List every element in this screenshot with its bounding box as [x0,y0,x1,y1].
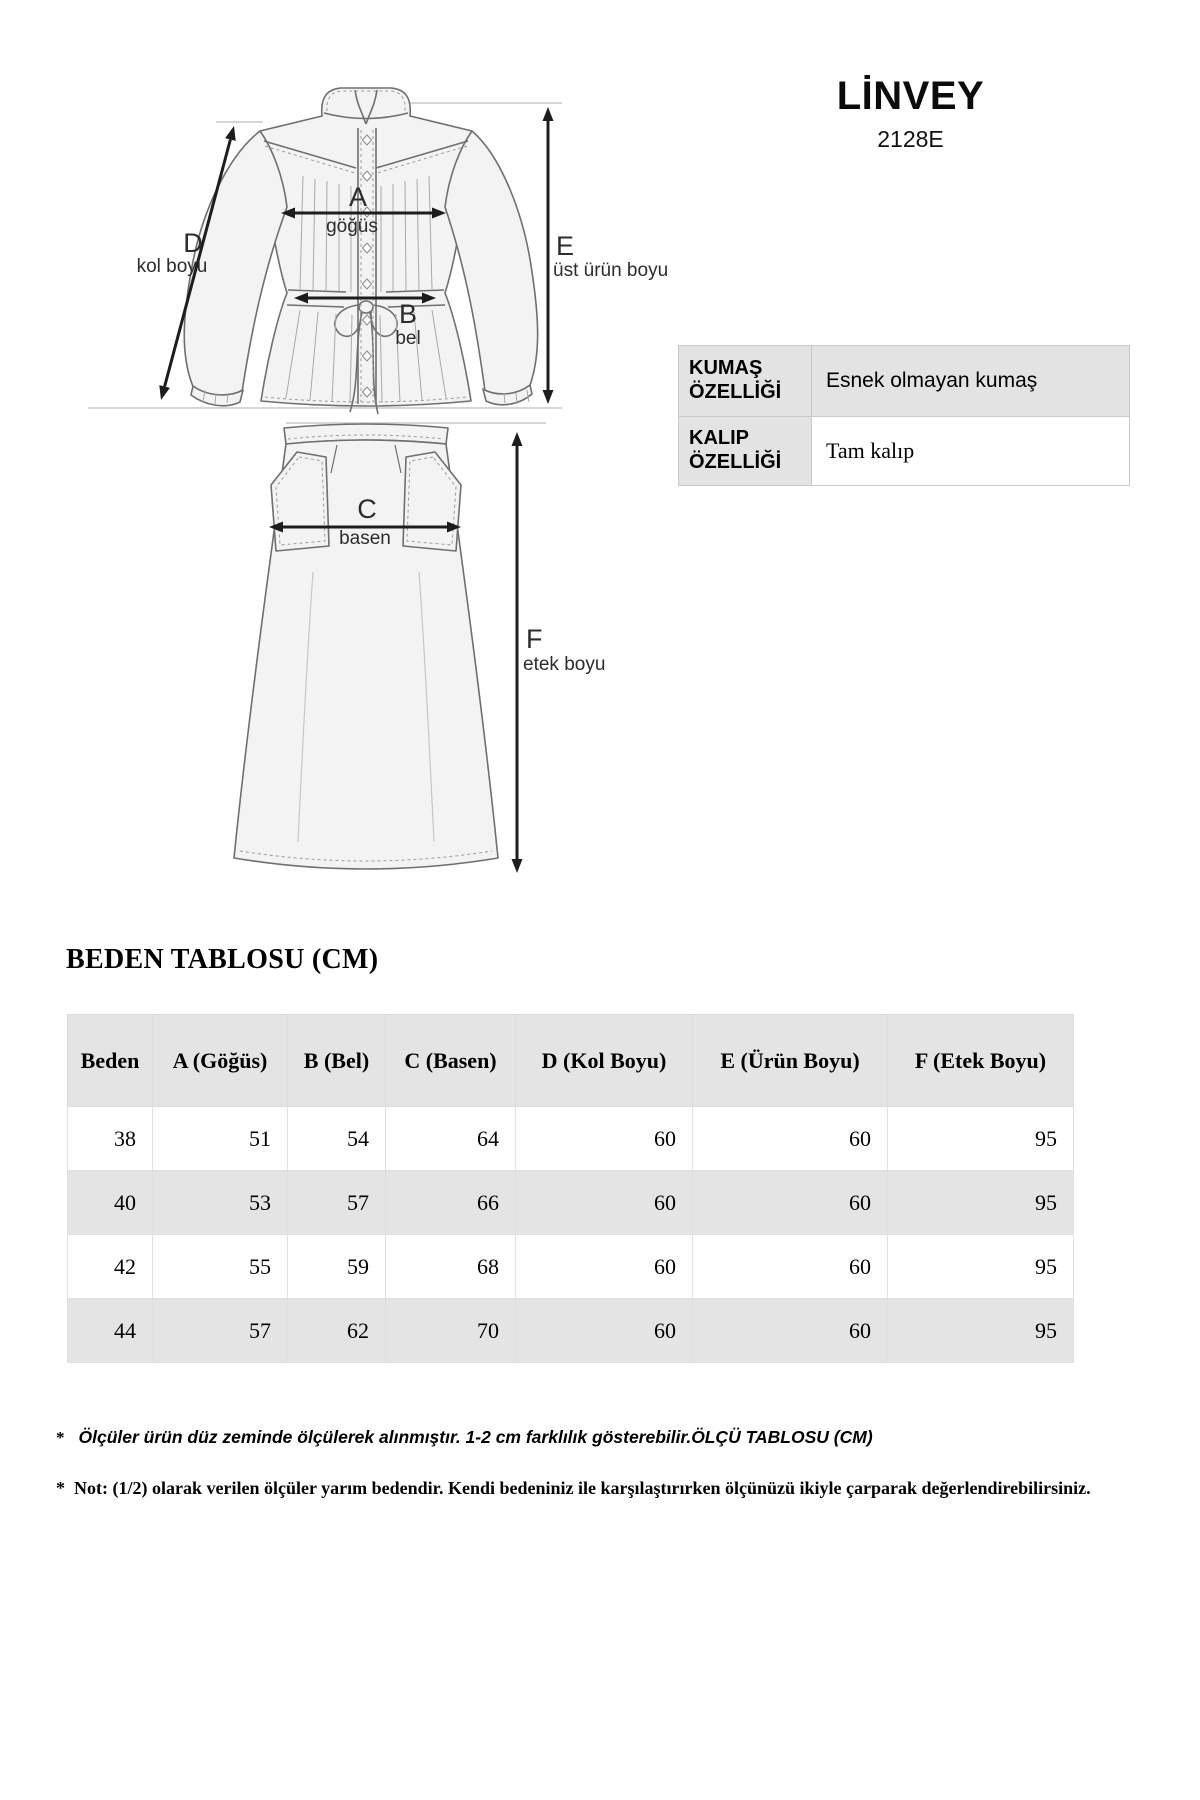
brand-name: LİNVEY [836,74,985,118]
col-header-a: A (Göğüs) [152,1014,288,1107]
size-value-cell: 54 [287,1106,386,1171]
size-value-cell: 55 [152,1234,288,1299]
size-value-cell: 70 [385,1298,516,1363]
size-value-cell: 95 [887,1298,1074,1363]
size-value-cell: 95 [887,1170,1074,1235]
measure-arrow-d [159,126,236,400]
size-value-cell: 38 [67,1106,153,1171]
size-value-cell: 42 [67,1234,153,1299]
size-value-cell: 95 [887,1106,1074,1171]
product-info-table: KUMAŞ ÖZELLİĞİ Esnek olmayan kumaş KALIP… [678,345,1130,486]
measure-d-label: kol boyu [137,256,208,277]
size-value-cell: 68 [385,1234,516,1299]
footnote-asterisk: * [56,1478,65,1498]
reference-lines [88,102,562,424]
size-row-38: 38 51 54 64 60 60 95 [67,1106,1074,1171]
measure-c-letter: C [357,494,377,524]
measure-a-letter: A [349,182,367,212]
skirt-sketch [233,423,499,870]
size-value-cell: 60 [515,1298,693,1363]
size-value-cell: 60 [692,1234,888,1299]
measure-arrow-c [269,521,461,533]
info-label-fabric: KUMAŞ ÖZELLİĞİ [678,345,812,417]
measure-arrow-e [542,107,554,404]
blouse-stitch-lines [264,90,468,403]
size-value-cell: 60 [692,1298,888,1363]
info-row-pattern: KALIP ÖZELLİĞİ Tam kalıp [678,416,1130,486]
size-value-cell: 59 [287,1234,386,1299]
measure-e-letter: E [556,231,574,261]
col-header-b: B (Bel) [287,1014,386,1107]
col-header-beden: Beden [67,1014,153,1107]
measure-arrow-f [511,432,523,873]
info-value-pattern: Tam kalıp [811,416,1130,486]
footnote-asterisk: * [56,1428,65,1447]
size-value-cell: 95 [887,1234,1074,1299]
skirt-crease-lines [297,571,435,843]
size-table-title: BEDEN TABLOSU (CM) [66,944,379,975]
size-row-42: 42 55 59 68 60 60 95 [67,1234,1074,1299]
col-header-e: E (Ürün Boyu) [692,1014,888,1107]
size-row-44: 44 57 62 70 60 60 95 [67,1298,1074,1363]
measure-f-label: etek boyu [523,654,605,675]
info-row-fabric: KUMAŞ ÖZELLİĞİ Esnek olmayan kumaş [678,345,1130,417]
size-table-header-row: Beden A (Göğüs) B (Bel) C (Basen) D (Kol… [67,1014,1074,1107]
measure-c-label: basen [339,528,391,549]
col-header-f: F (Etek Boyu) [887,1014,1074,1107]
footnote-half-size-note: * Not: (1/2) olarak verilen ölçüler yarı… [56,1478,1091,1499]
blouse-pleat-lines [202,175,530,405]
size-value-cell: 60 [692,1170,888,1235]
measure-b-label: bel [395,328,420,349]
info-label-pattern: KALIP ÖZELLİĞİ [678,416,812,486]
measure-f-letter: F [526,624,543,654]
footnote-measure-disclaimer: * Ölçüler ürün düz zeminde ölçülerek alı… [56,1427,873,1448]
size-value-cell: 64 [385,1106,516,1171]
size-value-cell: 57 [152,1298,288,1363]
measure-arrow-b [294,292,436,304]
measure-d-letter: D [183,228,203,258]
size-value-cell: 57 [287,1170,386,1235]
size-value-cell: 66 [385,1170,516,1235]
brand-model: 2128E [877,126,944,152]
size-value-cell: 40 [67,1170,153,1235]
measure-a-label: göğüs [326,216,378,237]
garment-diagram: A göğüs B bel C basen D kol boyu E üst ü… [88,87,668,873]
measure-b-letter: B [399,299,417,329]
measure-arrows [159,107,554,873]
col-header-d: D (Kol Boyu) [515,1014,693,1107]
size-value-cell: 53 [152,1170,288,1235]
footnote-text: Not: (1/2) olarak verilen ölçüler yarım … [74,1478,1091,1498]
size-table: Beden A (Göğüs) B (Bel) C (Basen) D (Kol… [67,1014,1074,1363]
size-value-cell: 60 [692,1106,888,1171]
size-value-cell: 60 [515,1170,693,1235]
col-header-c: C (Basen) [385,1014,516,1107]
size-value-cell: 60 [515,1234,693,1299]
measure-arrow-a [281,207,446,219]
size-value-cell: 51 [152,1106,288,1171]
info-value-fabric: Esnek olmayan kumaş [811,345,1130,417]
brand-block: LİNVEY 2128E [788,74,1033,153]
footnote-text: Ölçüler ürün düz zeminde ölçülerek alınm… [78,1427,873,1447]
size-value-cell: 44 [67,1298,153,1363]
size-value-cell: 60 [515,1106,693,1171]
blouse-buttons [361,134,373,398]
measure-e-label: üst ürün boyu [553,260,668,281]
size-value-cell: 62 [287,1298,386,1363]
size-row-40: 40 53 57 66 60 60 95 [67,1170,1074,1235]
skirt-stitch-lines [239,434,493,862]
